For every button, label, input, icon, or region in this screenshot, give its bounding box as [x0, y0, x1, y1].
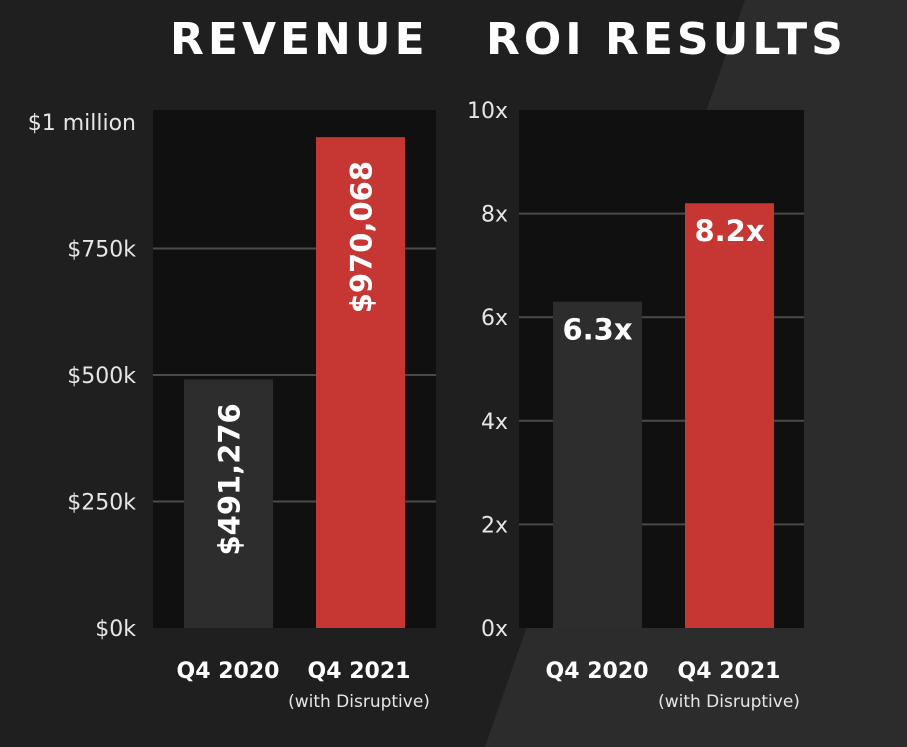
roi-y-tick-label: 0x [481, 617, 508, 642]
roi-x-category-label: Q4 2020 [546, 659, 649, 684]
revenue-y-tick-label: $250k [67, 491, 136, 516]
revenue-y-tick-label: $0k [95, 617, 136, 642]
roi-chart-title: ROI RESULTS [486, 14, 847, 65]
revenue-y-tick-label: $750k [67, 238, 136, 263]
roi-y-tick-label: 2x [481, 513, 508, 538]
roi-x-category-label: Q4 2021 [678, 659, 781, 684]
revenue-data-label: $970,068 [345, 161, 379, 313]
revenue-bar [184, 379, 273, 628]
revenue-y-tick-label: $1 million [28, 111, 136, 136]
revenue-chart-title: REVENUE [170, 14, 429, 65]
roi-data-label: 6.3x [562, 313, 632, 347]
roi-y-tick-label: 4x [481, 410, 508, 435]
revenue-x-category-label: Q4 2021 [308, 659, 411, 684]
roi-y-tick-label: 8x [481, 203, 508, 228]
revenue-bar [316, 137, 405, 628]
roi-y-tick-label: 6x [481, 306, 508, 331]
roi-bar [553, 301, 642, 628]
roi-x-category-subtitle: (with Disruptive) [658, 692, 800, 712]
revenue-data-label: $491,276 [213, 403, 247, 555]
roi-data-label: 8.2x [694, 214, 764, 248]
roi-bar [685, 203, 774, 629]
roi-y-tick-label: 10x [467, 99, 508, 124]
revenue-x-category-label: Q4 2020 [177, 659, 280, 684]
revenue-x-category-subtitle: (with Disruptive) [288, 692, 430, 712]
revenue-y-tick-label: $500k [67, 364, 136, 389]
